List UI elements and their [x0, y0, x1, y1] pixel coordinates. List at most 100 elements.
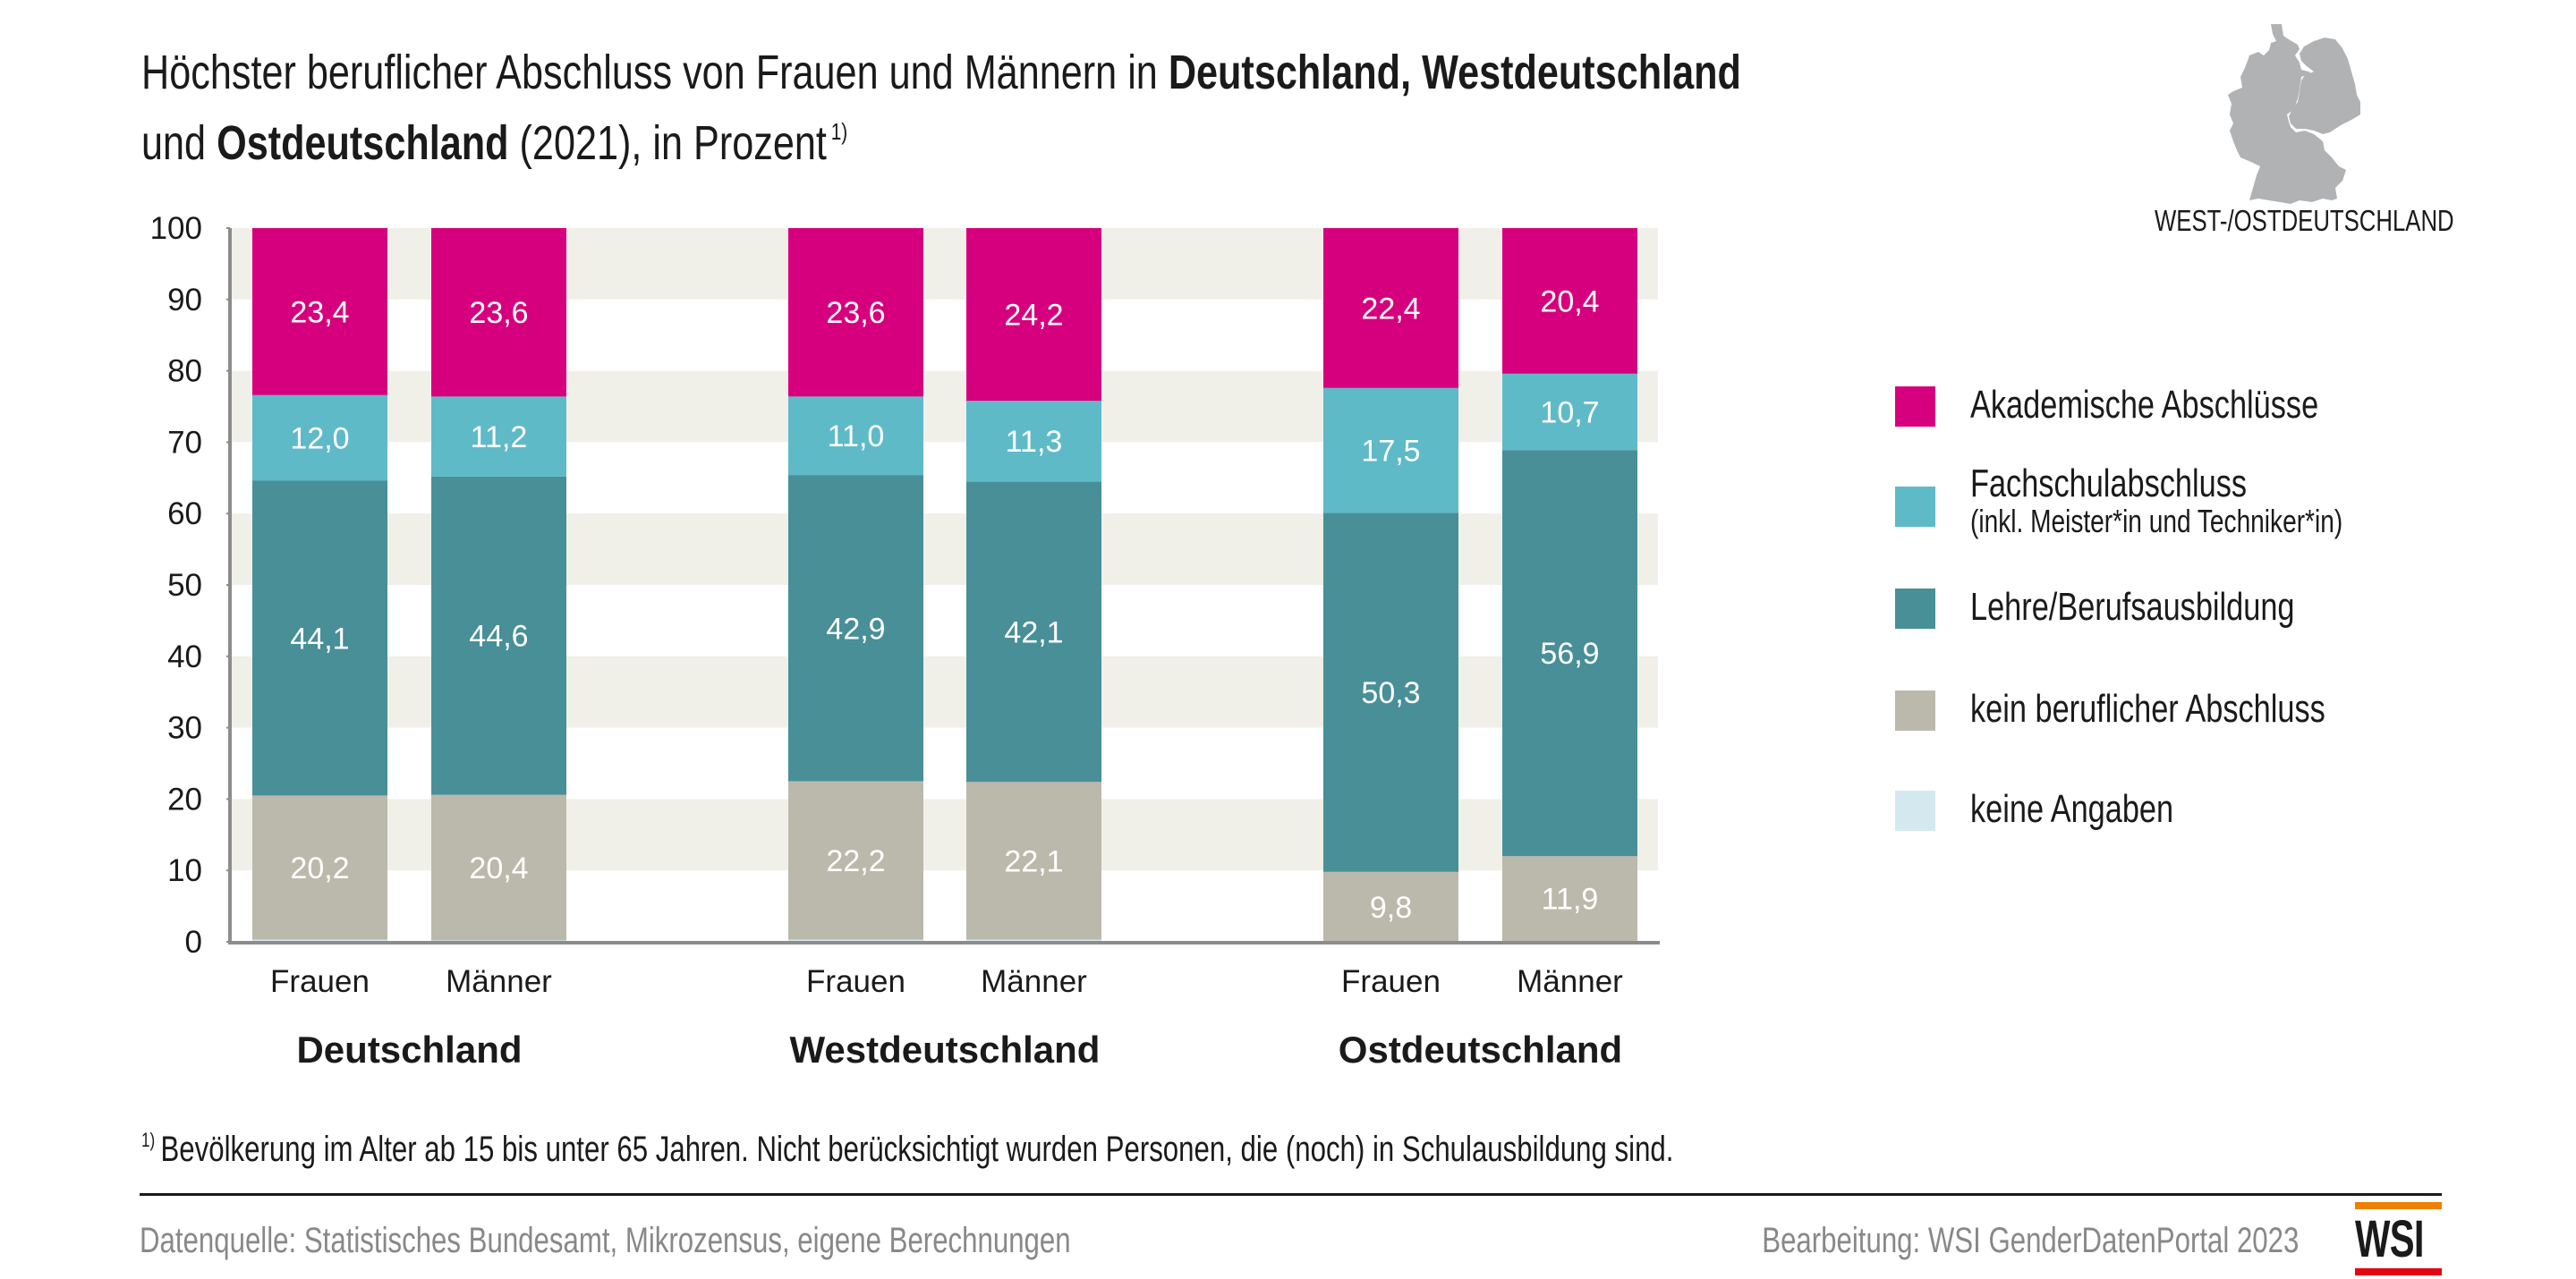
footnote-text: Bevölkerung im Alter ab 15 bis unter 65 … [160, 1130, 1674, 1169]
title-regular-2b: (2021), in Prozent [508, 116, 827, 170]
data-source: Datenquelle: Statistisches Bundesamt, Mi… [140, 1221, 1071, 1260]
legend-label-main: Akademische Abschlüsse [1970, 383, 2319, 427]
bar-segment [252, 795, 387, 940]
y-tick-label: 30 [167, 711, 202, 746]
x-axis-category-labels: Frauen Männer Frauen Männer Frauen Männer [270, 964, 1623, 999]
category-label: Männer [981, 964, 1087, 999]
bar-segment [431, 228, 566, 397]
legend-label: Lehre/Berufsausbildung [1970, 587, 2295, 628]
bar-segment [1323, 387, 1458, 513]
bar-segment [788, 228, 923, 397]
group-label: Westdeutschland [790, 1029, 1101, 1071]
title-footnote-marker: 1) [830, 118, 848, 145]
legend-label: keine Angaben [1970, 789, 2173, 830]
bar-stack: 20,2 44,1 12,0 23,4 [252, 228, 387, 942]
y-tick-label: 50 [167, 568, 202, 603]
title-regular-2a: und [141, 116, 217, 170]
legend-swatch [1895, 690, 1935, 731]
bar-segment [788, 396, 923, 476]
stacked-bar-chart: 20,2 44,1 12,0 23,4 20,4 44,6 11,2 23,6 22,2 42,9… [150, 211, 1660, 1071]
bar-segment [431, 476, 566, 795]
title-regular-1: Höchster beruflicher Abschluss von Fraue… [141, 46, 1169, 99]
bar-value-label: 12,0 [290, 422, 349, 456]
y-tick-label: 0 [185, 925, 202, 960]
legend-label-main: Lehre/Berufsausbildung [1970, 585, 2295, 629]
west-germany-shape [2228, 24, 2346, 204]
bar-value-label: 10,7 [1540, 395, 1599, 429]
category-label: Frauen [270, 964, 370, 999]
category-label: Frauen [806, 964, 905, 999]
bar-value-label: 22,2 [826, 844, 885, 878]
logo-text: WSI [2355, 1210, 2424, 1268]
bar-segment [431, 396, 566, 477]
bar-value-label: 23,4 [290, 295, 349, 329]
legend-label-sub: (inkl. Meister*in und Techniker*in) [1970, 503, 2343, 539]
legend-label-main: Fachschulabschluss [1970, 462, 2248, 505]
legend-label: Fachschulabschluss (inkl. Meister*in und … [1970, 463, 2342, 538]
legend-label-main: kein beruflicher Abschluss [1970, 687, 2325, 731]
y-tick-label: 90 [167, 283, 202, 318]
y-tick-label: 10 [167, 853, 202, 888]
bar-segment [1323, 512, 1458, 872]
germany-map-icon [2147, 9, 2443, 241]
bar-segment [252, 394, 387, 481]
bar-stack: 22,2 42,9 11,0 23,6 [788, 228, 923, 942]
footnote: 1) Bevölkerung im Alter ab 15 bis unter 6… [141, 1129, 1673, 1170]
bar-segment [966, 481, 1101, 783]
map-label: WEST-/OSTDEUTSCHLAND [2155, 204, 2454, 237]
germany-map-svg [2228, 24, 2360, 204]
bar-stack: 20,4 44,6 11,2 23,6 [431, 228, 566, 942]
bar-value-label: 11,3 [1006, 425, 1063, 459]
bar-value-label: 50,3 [1361, 676, 1420, 710]
bar-value-label: 44,6 [469, 620, 528, 654]
legend-label: kein beruflicher Abschluss [1970, 689, 2325, 730]
y-tick-label: 40 [167, 640, 202, 674]
bar-segment [788, 781, 923, 940]
bar-stack: 22,1 42,1 11,3 24,2 [966, 228, 1101, 942]
bar-value-label: 42,9 [826, 612, 885, 646]
logo-bottom-bar [2355, 1268, 2442, 1275]
group-label: Ostdeutschland [1339, 1029, 1622, 1071]
bar-segment [252, 228, 387, 395]
bar-value-label: 42,1 [1004, 615, 1063, 649]
bar-value-label: 22,4 [1361, 292, 1420, 326]
bar-segment [1502, 856, 1637, 942]
bar-value-label: 17,5 [1361, 435, 1420, 469]
bar-segment [1502, 373, 1637, 451]
bar-segment [1502, 228, 1637, 374]
legend-swatch [1895, 791, 1935, 831]
bar-value-label: 9,8 [1370, 891, 1412, 925]
bar-segment [1323, 871, 1458, 942]
y-tick-label: 60 [167, 496, 202, 531]
legend-swatch [1895, 589, 1935, 629]
bar-value-label: 20,2 [290, 851, 349, 885]
footnote-marker: 1) [141, 1129, 156, 1151]
title-bold-2: Ostdeutschland [217, 116, 509, 170]
bar-segment [788, 939, 923, 942]
legend-label-main: keine Angaben [1970, 787, 2174, 831]
title-bold-1: Deutschland, Westdeutschland [1168, 46, 1741, 99]
category-label: Frauen [1341, 964, 1441, 999]
bar-segment [1502, 450, 1637, 857]
category-label: Männer [446, 964, 552, 999]
bar-segment [966, 401, 1101, 482]
footer-divider [140, 1193, 2442, 1196]
bar-segment [252, 939, 387, 942]
bar-stack: 11,9 56,9 10,7 20,4 [1502, 228, 1637, 942]
bar-value-label: 22,1 [1004, 844, 1063, 878]
bar-segment [788, 475, 923, 782]
bar-value-label: 11,9 [1542, 883, 1599, 917]
group-label: Deutschland [296, 1029, 522, 1071]
bar-value-label: 23,6 [826, 296, 885, 330]
legend-label: Akademische Abschlüsse [1970, 385, 2318, 426]
y-tick-label: 20 [167, 782, 202, 817]
credit: Bearbeitung: WSI GenderDatenPortal 2023 [1761, 1221, 2299, 1260]
y-axis-ticks: 0 10 20 30 40 50 60 70 80 90 100 [150, 211, 230, 960]
wsi-logo: WSI [2355, 1202, 2442, 1277]
bars: 20,2 44,1 12,0 23,4 20,4 44,6 11,2 23,6 22,2 42,9… [252, 228, 1637, 942]
bar-value-label: 20,4 [469, 851, 528, 885]
legend-swatch [1895, 386, 1935, 427]
y-tick-label: 70 [167, 425, 202, 460]
bar-segment [431, 794, 566, 941]
bar-segment [252, 480, 387, 796]
